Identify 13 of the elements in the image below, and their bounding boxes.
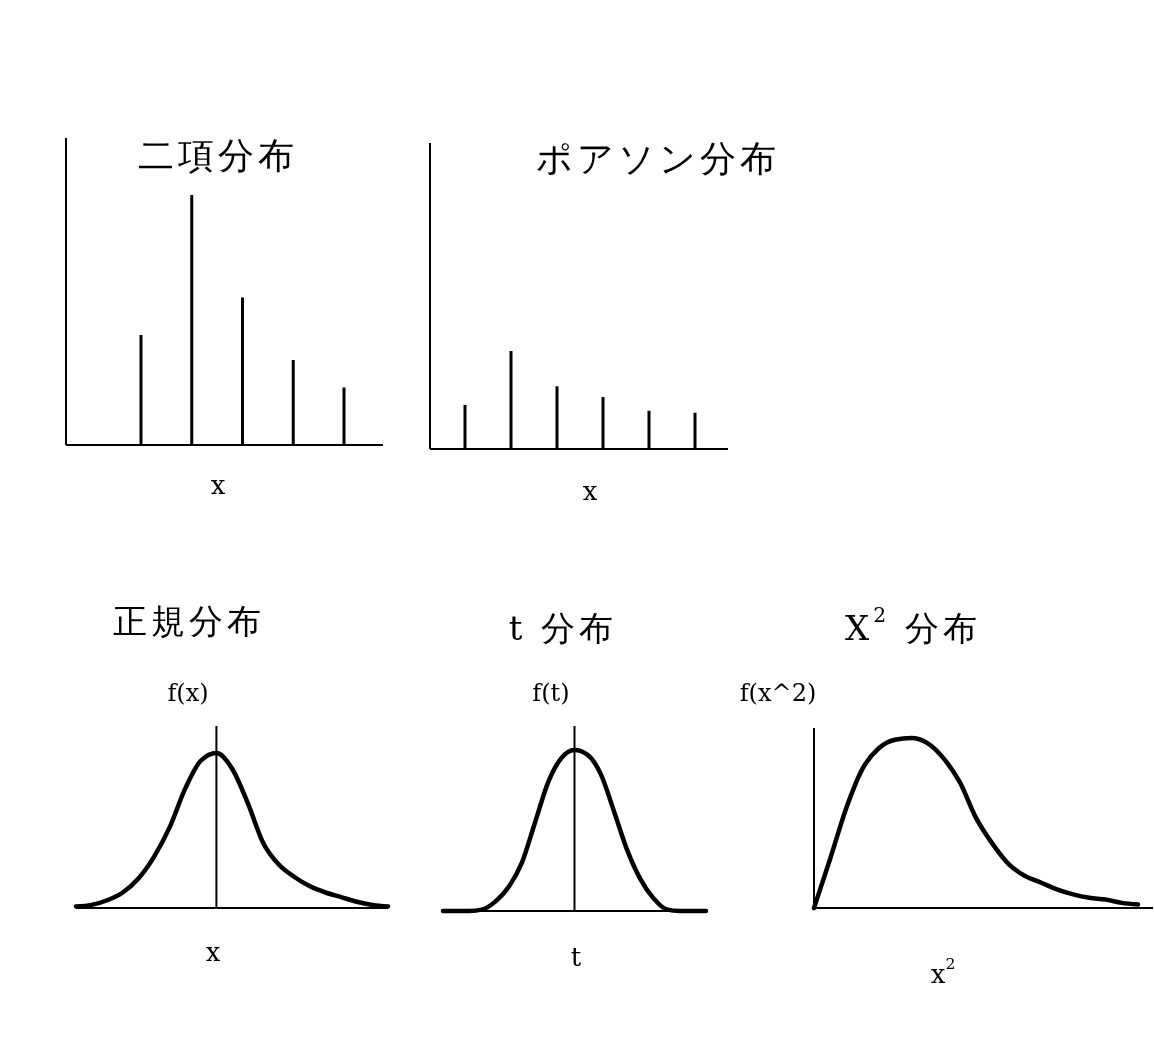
chart-title: 二項分布 xyxy=(138,135,298,176)
y-axis-title: f(x) xyxy=(167,679,209,707)
y-axis-title: f(t) xyxy=(532,679,570,707)
chart-title: t 分布 xyxy=(508,608,618,648)
chart-title: 正規分布 xyxy=(113,601,265,641)
x-axis-title: x xyxy=(205,937,221,967)
x-axis-title: x xyxy=(582,476,598,506)
x-axis-title: x xyxy=(210,470,226,500)
x-axis-title: x$^{2}$ xyxy=(930,954,956,989)
x-axis-title: t xyxy=(570,942,582,972)
chart-title: X$^{2}$ 分布 xyxy=(844,603,982,648)
chart-title: ポアソン分布 xyxy=(536,138,780,179)
y-axis-title: f(x^2) xyxy=(739,679,817,707)
